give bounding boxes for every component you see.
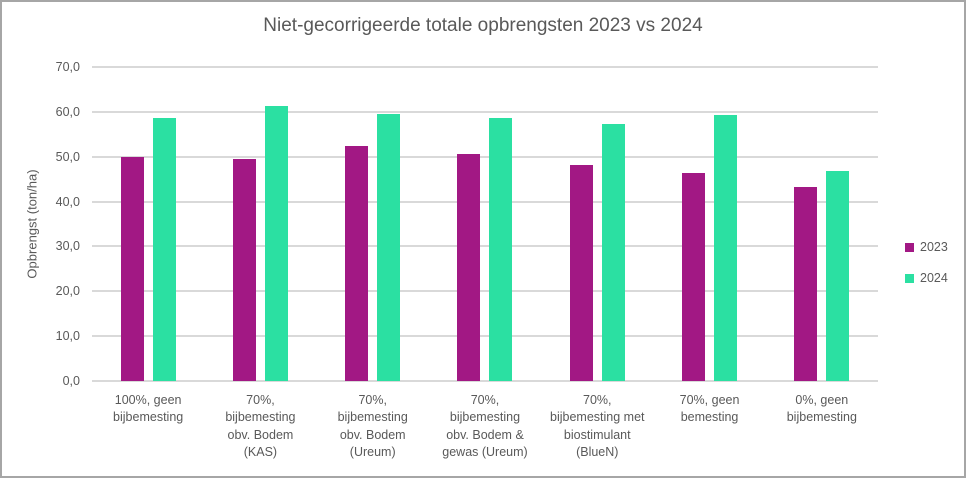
bar-2023	[794, 186, 818, 381]
bar-2024	[489, 117, 513, 381]
y-tick-label: 40,0	[55, 194, 80, 209]
bar-2024	[264, 106, 288, 381]
gridline	[92, 110, 878, 113]
y-tick-label: 0,0	[62, 374, 80, 388]
bar-2024	[377, 113, 401, 381]
gridline	[92, 66, 878, 68]
x-category-label: 70%, bijbemesting obv. Bodem & gewas (Ur…	[442, 393, 528, 459]
y-tick-label: 50,0	[55, 149, 80, 164]
y-tick-label: 60,0	[55, 104, 80, 119]
bar-2024	[826, 171, 850, 381]
legend-item-2024: 2024	[905, 271, 948, 285]
gridline	[92, 245, 878, 248]
gridline	[92, 380, 878, 382]
bar-2023	[569, 164, 593, 381]
plot-area	[92, 66, 878, 382]
x-category-label: 70%, geen bemesting	[679, 393, 740, 425]
chart-title: Niet-gecorrigeerde totale opbrengsten 20…	[263, 15, 703, 36]
x-category-label: 70%, bijbemesting obv. Bodem (KAS)	[225, 393, 296, 459]
bar-group	[317, 67, 429, 381]
legend-label: 2023	[920, 240, 948, 254]
y-tick-label: 70,0	[55, 60, 80, 74]
legend-item-2023: 2023	[905, 240, 948, 254]
gridline	[92, 290, 878, 293]
bar-group	[653, 67, 765, 381]
y-tick-label: 20,0	[55, 284, 80, 299]
y-axis-ticks: 0,0 10,0 20,0 30,0 40,0 50,0 60,0 70,0	[2, 60, 80, 388]
x-category-label: 100%, geen bijbemesting	[113, 393, 184, 425]
bar-groups	[92, 67, 878, 381]
bar-2024	[152, 117, 176, 381]
y-tick-label: 10,0	[55, 329, 80, 344]
bar-2023	[457, 153, 481, 381]
bar-group	[204, 67, 316, 381]
x-category-label: 0%, geen bijbemesting	[786, 393, 857, 425]
gridline	[92, 200, 878, 203]
bar-2023	[120, 156, 144, 381]
x-category-label: 70%, bijbemesting obv. Bodem (Ureum)	[337, 393, 408, 459]
bar-2023	[345, 145, 369, 381]
legend-label: 2024	[920, 271, 948, 285]
bar-2023	[232, 158, 256, 381]
gridline	[92, 335, 878, 338]
bar-group	[766, 67, 878, 381]
legend-swatch-2023	[905, 242, 914, 252]
x-category-label: 70%, bijbemesting met biostimulant (Blue…	[550, 393, 645, 459]
bar-2024	[714, 114, 738, 381]
gridlines	[92, 66, 878, 382]
legend-swatch-2024	[905, 273, 914, 283]
legend: 2023 2024	[905, 240, 948, 302]
bar-group	[541, 67, 653, 381]
gridline	[92, 155, 878, 158]
x-axis-labels: 100%, geen bijbemesting 70%, bijbemesting…	[92, 392, 878, 461]
bar-2024	[601, 123, 625, 381]
bar-group	[429, 67, 541, 381]
bar-group	[92, 67, 204, 381]
y-tick-label: 30,0	[55, 239, 80, 254]
bar-2023	[682, 172, 706, 381]
